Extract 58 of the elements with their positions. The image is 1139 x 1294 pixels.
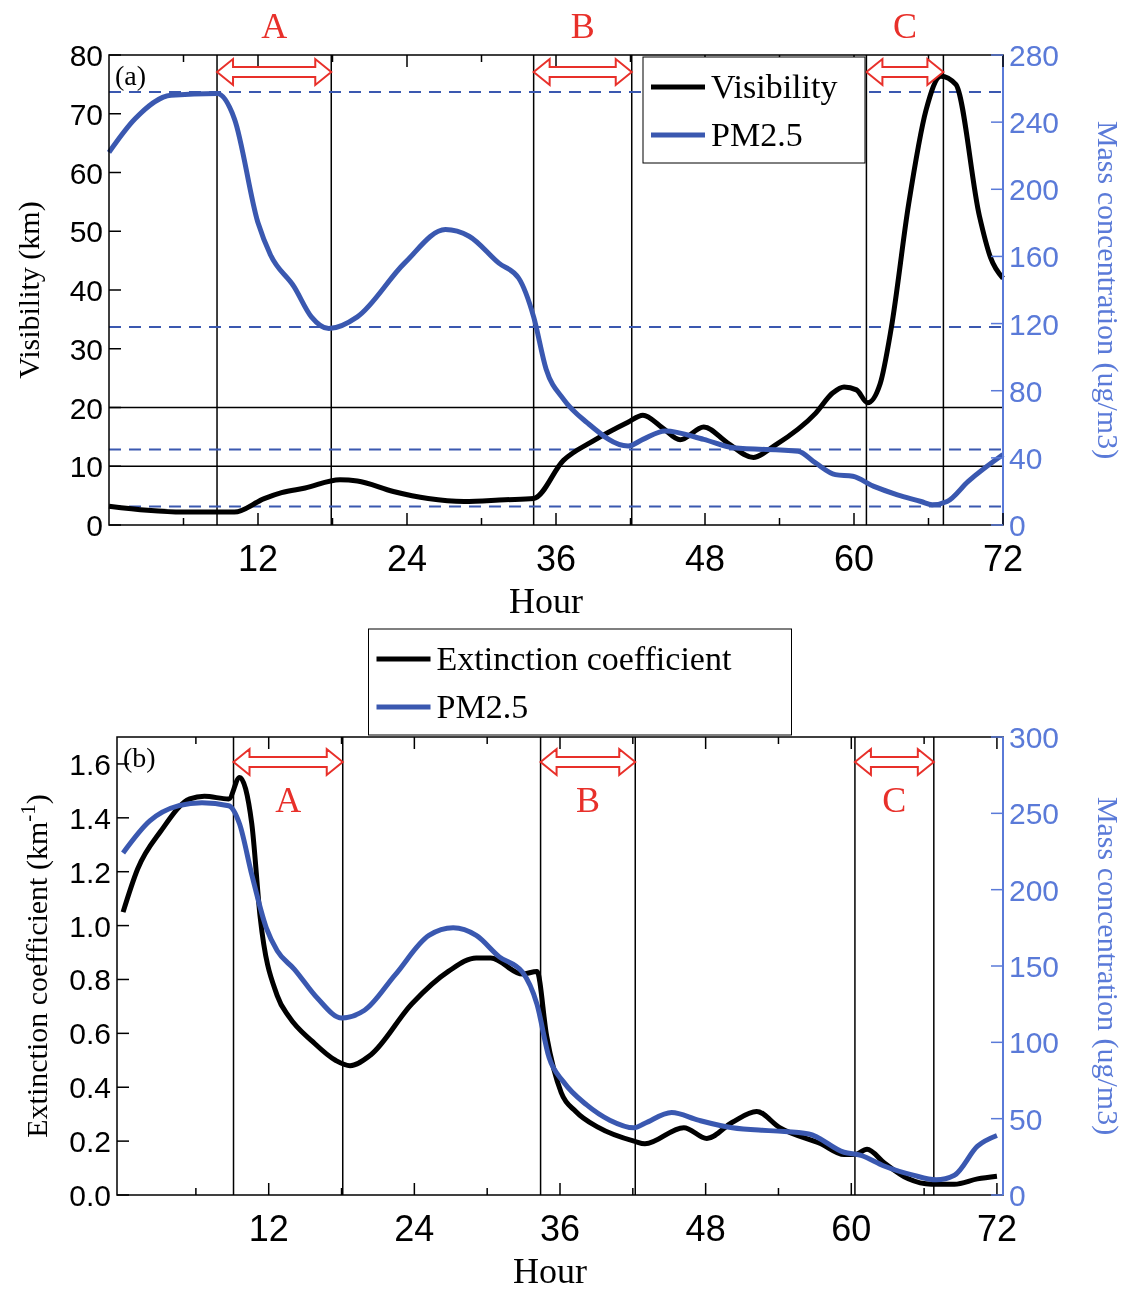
x-tick-label: 48 (685, 1208, 726, 1249)
x-tick-label: 24 (386, 538, 428, 579)
y-tick-label: 40 (69, 274, 103, 307)
y2-tick-label: 40 (1009, 441, 1043, 475)
x-tick-label: 24 (394, 1208, 435, 1249)
y2-tick-label: 150 (1009, 950, 1060, 983)
legend-label: Extinction coefficient (436, 640, 732, 677)
y-tick-label: 0 (86, 509, 103, 542)
y-tick-label: 20 (69, 391, 103, 425)
y-tick-label: 10 (69, 450, 103, 484)
annotation: A (275, 780, 302, 820)
y-tick-label: 0.0 (69, 1179, 111, 1212)
x-axis-title: Hour (513, 1251, 587, 1291)
x-tick-label: 48 (684, 538, 726, 579)
x-tick-label: 36 (539, 1208, 581, 1249)
x-tick-label: 12 (248, 1208, 289, 1249)
y-tick-label: 50 (69, 215, 103, 249)
y-tick-label: 70 (69, 97, 103, 131)
annotation: C (882, 780, 907, 820)
text: A (261, 6, 288, 46)
y-tick-label: 0.2 (69, 1125, 111, 1159)
y2-tick-label: 200 (1009, 873, 1060, 907)
text: C (892, 6, 917, 46)
x-tick-label: 36 (535, 538, 577, 579)
y-tick-label: 0.8 (69, 963, 111, 997)
y2-tick-label: 160 (1009, 240, 1060, 274)
x-axis-title: Hour (509, 581, 583, 621)
annotation: (a) (115, 60, 147, 91)
y-tick-label: 80 (69, 39, 103, 72)
y2-tick-label: 50 (1009, 1102, 1043, 1136)
y2-tick-label: 250 (1009, 797, 1060, 831)
x-tick-label: 60 (831, 1208, 872, 1249)
y2-tick-label: 240 (1009, 106, 1060, 140)
y2-tick-label: 100 (1009, 1026, 1060, 1060)
annotation: (b) (123, 742, 156, 773)
y-tick-label: 30 (69, 332, 103, 366)
annotation: B (575, 780, 600, 820)
x-tick-label: 60 (833, 538, 875, 579)
x-tick-label: 12 (237, 538, 279, 579)
legend-label: PM2.5 (711, 116, 803, 153)
y2-tick-label: 80 (1009, 374, 1043, 408)
y-tick-label: 0.6 (69, 1017, 111, 1051)
y-tick-label: 1.4 (69, 801, 111, 835)
y-tick-label: 1.0 (69, 909, 111, 943)
y2-tick-label: 280 (1009, 39, 1060, 72)
y2-axis-title: Mass concentration (ug/m3) (1091, 796, 1125, 1136)
y2-tick-label: 300 (1009, 721, 1060, 754)
y-tick-label: 1.2 (69, 855, 111, 889)
y-axis-title: Visibility (km) (12, 201, 46, 379)
y2-axis-title: Mass concentration (ug/m3) (1091, 120, 1125, 460)
text: B (570, 6, 595, 46)
y2-tick-label: 200 (1009, 173, 1060, 207)
y-tick-label: 1.6 (69, 747, 111, 781)
legend-label: PM2.5 (436, 688, 529, 725)
legend-label: Visibility (711, 68, 838, 105)
y-tick-label: 0.4 (69, 1071, 111, 1105)
y-tick-label: 60 (69, 156, 103, 190)
y2-tick-label: 120 (1009, 307, 1060, 341)
